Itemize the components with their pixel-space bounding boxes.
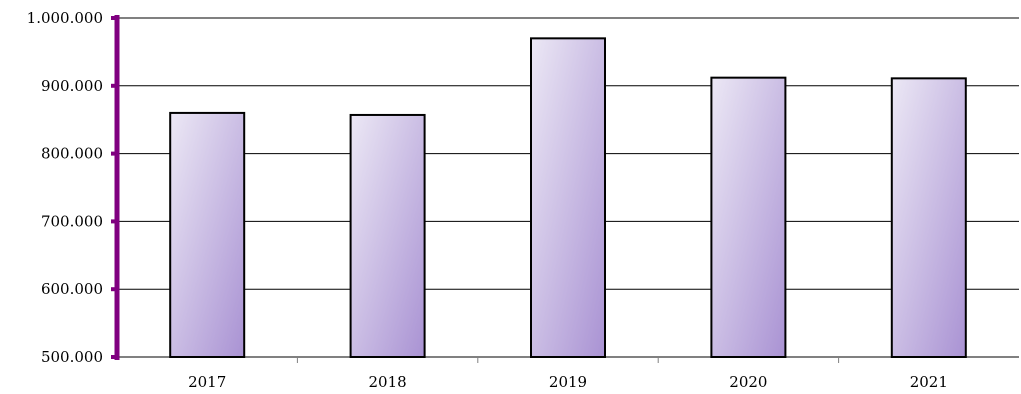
y-tick-label-4: 900.000 [41,77,103,95]
bars [169,37,967,359]
axes [111,15,840,363]
y-tick-label-5: 1.000.000 [27,9,103,27]
x-tick-label-2017: 2017 [188,373,226,391]
y-tick-label-1: 600.000 [41,280,103,298]
y-tick-label-3: 800.000 [41,145,103,163]
bar-2017 [169,111,246,358]
y-tick-label-0: 500.000 [41,348,103,366]
x-tick-label-2018: 2018 [369,373,407,391]
tick-labels: 500.000 600.000 700.000 800.000 900.000 1.000… [27,9,948,391]
bar-2018 [349,113,426,359]
bar-2020 [710,76,787,358]
bar-2021 [890,77,967,358]
y-tick-label-2: 700.000 [41,212,103,230]
x-tick-label-2019: 2019 [549,373,587,391]
bar-2019 [530,37,606,359]
x-tick-label-2020: 2020 [729,373,767,391]
x-tick-label-2021: 2021 [910,373,948,391]
